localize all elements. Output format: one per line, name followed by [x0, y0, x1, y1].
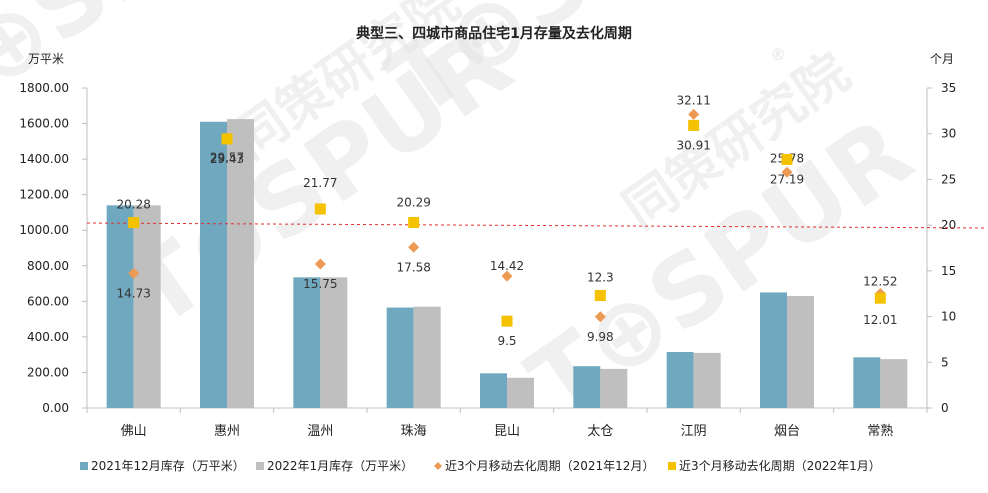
legend-swatch [668, 462, 676, 470]
category-label: 珠海 [401, 424, 427, 439]
data-label: 21.77 [303, 176, 337, 190]
legend-label: 2021年12月库存（万平米） [91, 458, 245, 473]
data-label: 12.01 [863, 313, 897, 327]
bar [386, 307, 414, 408]
data-label: 14.73 [116, 286, 150, 300]
bar [693, 352, 721, 408]
legend: 2021年12月库存（万平米） 2022年1月库存（万平米） 近3个月移动去化周期（… [80, 458, 881, 473]
bar [507, 377, 534, 408]
data-label: 29.43 [210, 152, 244, 166]
bar [106, 205, 134, 408]
markers: 14.7329.5715.7517.5814.429.9832.1125.781… [116, 93, 897, 348]
data-label: 15.75 [303, 277, 337, 291]
category-label: 太仓 [587, 424, 613, 439]
category-label: 昆山 [494, 424, 520, 439]
left-tick-label: 400.00 [27, 330, 69, 344]
category-label: 惠州 [214, 424, 240, 439]
bar [480, 373, 507, 408]
marker-diamond [314, 258, 326, 270]
category-label: 烟台 [774, 424, 800, 439]
bar [760, 292, 787, 408]
left-tick-label: 600.00 [27, 294, 69, 308]
bar [200, 121, 227, 409]
marker-square [128, 217, 140, 229]
right-tick-label: 30 [941, 127, 956, 141]
marker-diamond [594, 311, 606, 323]
legend-label: 近3个月移动去化周期（2022年1月） [679, 459, 881, 473]
reference-dashed-line [86, 222, 988, 229]
marker-square [594, 290, 606, 302]
data-label: 14.42 [490, 259, 524, 273]
legend-swatch [434, 462, 442, 470]
marker-square [408, 216, 420, 228]
bars [106, 119, 908, 409]
right-tick-label: 10 [941, 310, 956, 324]
bar [666, 352, 694, 408]
category-label: 常熟 [867, 423, 893, 439]
marker-square [688, 119, 700, 131]
right-axis-unit: 个月 [930, 52, 954, 66]
marker-diamond [501, 270, 513, 282]
left-tick-label: 800.00 [27, 259, 69, 273]
bar [133, 205, 161, 408]
marker-diamond [408, 241, 420, 253]
right-tick-label: 0 [941, 401, 949, 415]
left-tick-label: 200.00 [27, 365, 69, 379]
legend-swatch [256, 462, 264, 470]
bar [227, 119, 254, 408]
reference-line [86, 222, 988, 229]
left-tick-label: 1400.00 [19, 152, 69, 166]
category-label: 佛山 [121, 424, 147, 439]
data-label: 12.52 [863, 275, 897, 289]
chart-title: 典型三、四城市商品住宅1月存量及去化周期 [356, 25, 632, 42]
marker-diamond [781, 166, 793, 178]
bar [853, 357, 881, 408]
bar [600, 368, 628, 408]
legend-label: 近3个月移动去化周期（2021年12月） [445, 459, 654, 473]
right-tick-label: 20 [941, 218, 956, 232]
right-tick-label: 15 [941, 264, 956, 278]
marker-square [781, 153, 793, 165]
marker-square [874, 292, 886, 304]
data-label: 20.29 [396, 195, 430, 209]
data-label: 32.11 [676, 93, 710, 107]
marker-diamond [688, 108, 700, 120]
right-tick-label: 35 [941, 81, 956, 95]
category-label: 江阴 [681, 424, 707, 439]
bar [573, 366, 601, 408]
right-tick-label: 5 [941, 355, 949, 369]
watermark-registered-mark: ® [770, 45, 786, 64]
bar [787, 296, 814, 408]
data-label: 30.91 [676, 138, 710, 152]
left-tick-label: 1000.00 [19, 223, 69, 237]
bar [413, 306, 441, 408]
bar [320, 277, 348, 408]
marker-square [501, 315, 513, 327]
data-label: 20.28 [116, 198, 150, 212]
axes: 0.00 200.00 400.00 600.00 800.00 1000.00 1200.… [19, 81, 956, 439]
left-tick-label: 1200.00 [19, 188, 69, 202]
data-label: 9.5 [497, 334, 516, 348]
left-tick-label: 0.00 [42, 401, 69, 415]
data-label: 27.19 [770, 172, 804, 186]
category-label: 温州 [307, 424, 333, 439]
marker-square [221, 133, 233, 145]
right-tick-label: 25 [941, 172, 956, 186]
data-label: 12.3 [587, 271, 614, 285]
marker-square [314, 203, 326, 215]
left-axis-unit: 万平米 [28, 52, 64, 66]
legend-swatch [80, 462, 88, 470]
legend-label: 2022年1月库存（万平米） [267, 458, 413, 473]
data-label: 29.57 [210, 151, 244, 165]
data-label: 9.98 [587, 330, 614, 344]
bar [293, 277, 321, 408]
data-label: 17.58 [396, 260, 430, 274]
bar [880, 359, 908, 408]
left-tick-label: 1800.00 [19, 81, 69, 95]
left-tick-label: 1600.00 [19, 117, 69, 131]
marker-diamond [128, 267, 140, 279]
